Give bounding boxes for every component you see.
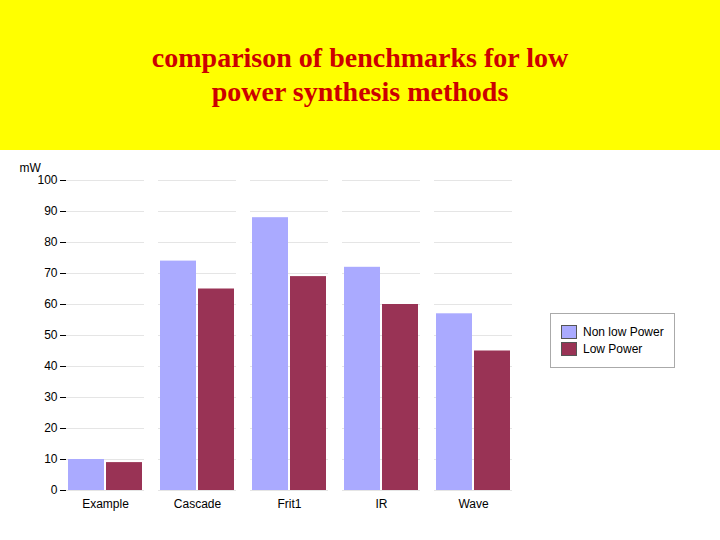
svg-text:Wave: Wave	[458, 497, 489, 511]
svg-text:IR: IR	[376, 497, 388, 511]
svg-text:Example: Example	[82, 497, 129, 511]
svg-text:50: 50	[44, 328, 58, 342]
svg-text:60: 60	[44, 297, 58, 311]
svg-text:20: 20	[44, 421, 58, 435]
svg-text:10: 10	[44, 452, 58, 466]
svg-text:30: 30	[44, 390, 58, 404]
svg-text:40: 40	[44, 359, 58, 373]
svg-text:100: 100	[37, 173, 57, 187]
svg-text:0: 0	[51, 483, 58, 497]
html-text:comparison of benchmarks for l: comparison of benchmarks for low power s…	[151, 42, 569, 107]
svg-text:90: 90	[44, 204, 58, 218]
svg-text:80: 80	[44, 235, 58, 249]
svg-text:70: 70	[44, 266, 58, 280]
svg-text:Frit1: Frit1	[278, 497, 302, 511]
svg-text:mW: mW	[20, 161, 42, 175]
svg-text:Cascade: Cascade	[174, 497, 222, 511]
html-text:Non low Power: Non low Power	[583, 324, 664, 339]
html-text:Low Power: Low Power	[583, 341, 643, 356]
